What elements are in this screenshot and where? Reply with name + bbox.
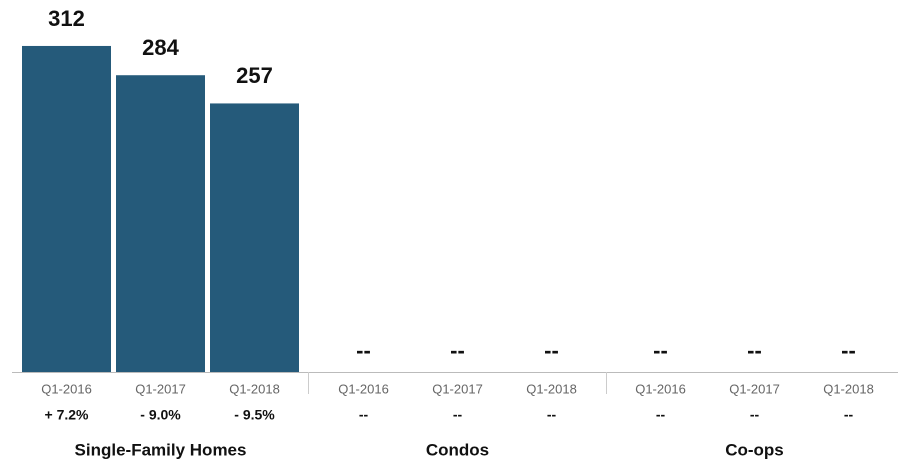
x-tick-label: Q1-2016 — [41, 381, 92, 396]
x-tick-label: Q1-2017 — [432, 381, 483, 396]
value-label: -- — [841, 338, 856, 363]
x-tick-label: Q1-2017 — [729, 381, 780, 396]
change-label: -- — [547, 407, 557, 423]
group-label: Condos — [426, 440, 489, 459]
value-label: 257 — [236, 63, 273, 88]
change-label: -- — [656, 407, 666, 423]
group-label: Co-ops — [725, 440, 784, 459]
value-label: -- — [544, 338, 559, 363]
change-label: - 9.0% — [140, 407, 181, 423]
value-label: -- — [356, 338, 371, 363]
value-label: 312 — [48, 6, 85, 31]
value-label: 284 — [142, 35, 179, 60]
x-tick-label: Q1-2017 — [135, 381, 186, 396]
change-label: -- — [844, 407, 854, 423]
change-label: -- — [750, 407, 760, 423]
change-label: - 9.5% — [234, 407, 275, 423]
change-label: -- — [359, 407, 369, 423]
x-tick-label: Q1-2018 — [823, 381, 874, 396]
group-label: Single-Family Homes — [75, 440, 247, 459]
change-label: -- — [453, 407, 463, 423]
x-tick-label: Q1-2018 — [526, 381, 577, 396]
change-label: + 7.2% — [45, 407, 90, 423]
x-tick-label: Q1-2016 — [338, 381, 389, 396]
bar — [210, 103, 299, 372]
bar — [22, 45, 111, 373]
x-tick-label: Q1-2016 — [635, 381, 686, 396]
x-tick-label: Q1-2018 — [229, 381, 280, 396]
value-label: -- — [747, 338, 762, 363]
bar — [116, 75, 205, 372]
value-label: -- — [653, 338, 668, 363]
value-label: -- — [450, 338, 465, 363]
